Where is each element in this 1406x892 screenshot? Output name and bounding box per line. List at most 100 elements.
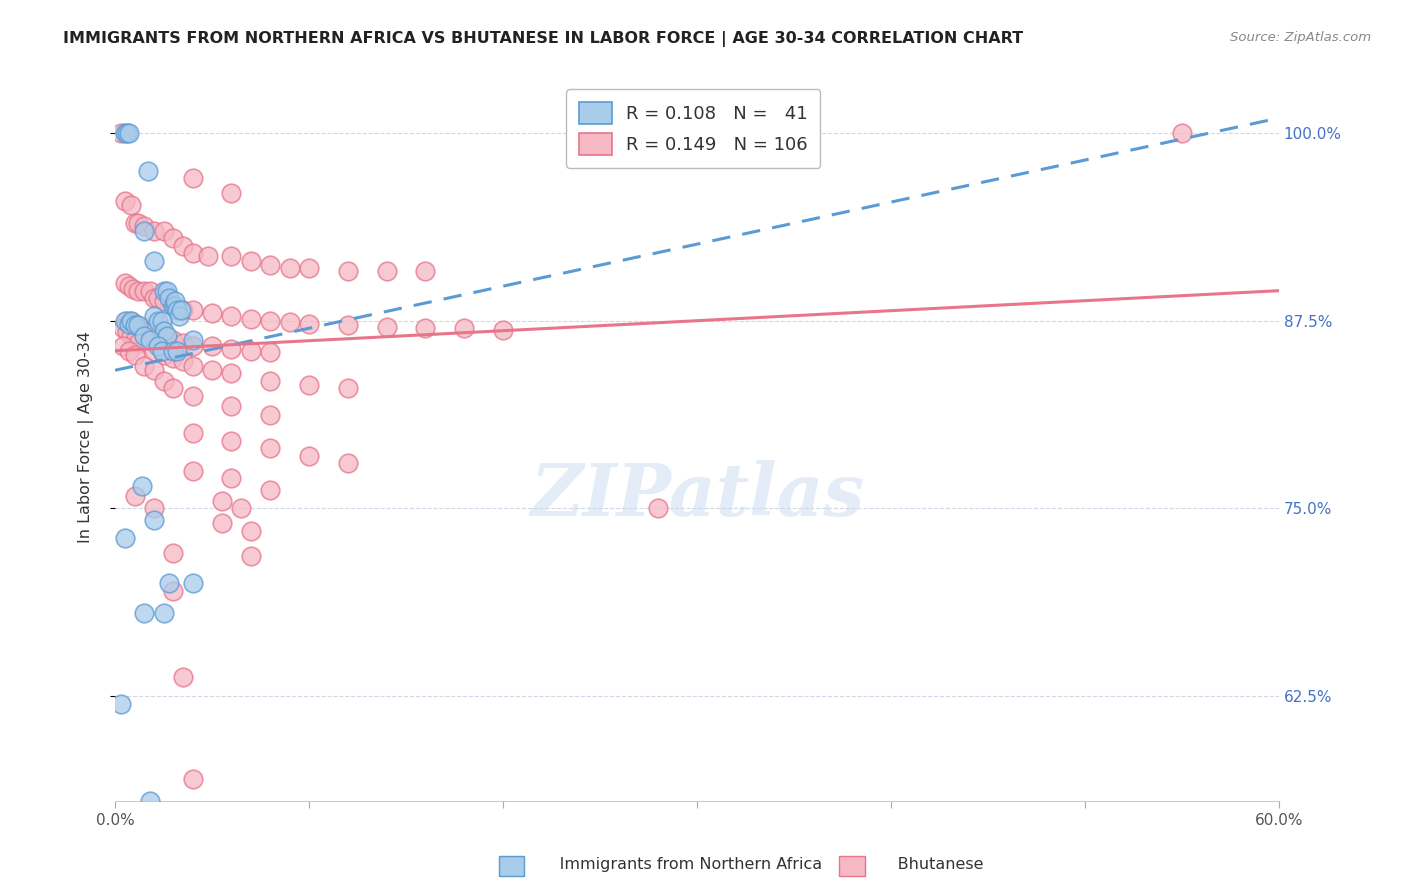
Point xyxy=(201,339,224,353)
Point xyxy=(211,516,233,531)
Point xyxy=(166,303,188,318)
Point xyxy=(156,328,179,343)
Point xyxy=(152,324,174,338)
Point xyxy=(124,348,146,362)
Point xyxy=(152,607,174,621)
Point xyxy=(111,321,134,335)
Point xyxy=(142,309,165,323)
Point xyxy=(239,549,262,564)
Point xyxy=(259,442,281,456)
Point xyxy=(157,576,180,591)
Point xyxy=(142,291,165,305)
Point xyxy=(120,198,142,212)
Point xyxy=(197,249,219,263)
Point xyxy=(278,261,301,276)
Point xyxy=(239,253,262,268)
Point xyxy=(162,351,184,366)
Point xyxy=(162,231,184,245)
Point xyxy=(336,381,359,395)
Point xyxy=(152,348,174,362)
Point xyxy=(221,343,243,357)
Point xyxy=(146,339,169,353)
Point xyxy=(124,317,146,331)
Point xyxy=(127,336,149,351)
Point xyxy=(211,494,233,508)
Point xyxy=(142,363,165,377)
Point xyxy=(221,399,243,413)
Point xyxy=(165,294,187,309)
Point xyxy=(150,314,173,328)
Text: Immigrants from Northern Africa: Immigrants from Northern Africa xyxy=(534,857,823,872)
Point xyxy=(221,186,243,200)
Point xyxy=(150,343,173,358)
Point xyxy=(134,321,156,335)
Point xyxy=(492,323,515,337)
Point xyxy=(259,345,281,359)
Point xyxy=(298,261,321,276)
Point xyxy=(298,449,321,463)
Point xyxy=(115,324,138,338)
Text: Source: ZipAtlas.com: Source: ZipAtlas.com xyxy=(1230,31,1371,45)
Point xyxy=(142,513,165,527)
Point xyxy=(162,381,184,395)
Point xyxy=(221,434,243,448)
Point xyxy=(181,576,204,591)
Point xyxy=(1171,126,1194,140)
Point xyxy=(142,501,165,516)
Point xyxy=(298,378,321,392)
Point xyxy=(239,524,262,538)
Point xyxy=(259,258,281,272)
Point xyxy=(167,309,190,323)
Point xyxy=(415,264,437,278)
Point xyxy=(278,315,301,329)
Point xyxy=(453,321,475,335)
Point xyxy=(114,276,136,290)
Point xyxy=(221,309,243,323)
Point xyxy=(162,546,184,560)
Point xyxy=(181,246,204,260)
Point xyxy=(142,253,165,268)
Point xyxy=(114,314,136,328)
Point xyxy=(127,216,149,230)
Point xyxy=(259,314,281,328)
Point xyxy=(118,317,141,331)
Point xyxy=(201,363,224,377)
Point xyxy=(127,284,149,298)
Point xyxy=(131,479,153,493)
Point xyxy=(259,374,281,388)
Point xyxy=(162,333,184,347)
Point xyxy=(142,224,165,238)
Point xyxy=(181,333,204,347)
Point xyxy=(136,163,159,178)
Point xyxy=(231,501,253,516)
Point xyxy=(114,532,136,546)
Point xyxy=(142,343,165,358)
Point xyxy=(120,314,142,328)
Point xyxy=(162,343,184,358)
Point xyxy=(118,126,141,140)
Point xyxy=(162,299,184,313)
Point xyxy=(172,303,194,318)
Point xyxy=(181,359,204,373)
Point xyxy=(124,318,146,333)
Point xyxy=(152,374,174,388)
Point xyxy=(134,219,156,233)
Point xyxy=(201,306,224,320)
Point xyxy=(118,279,141,293)
Point xyxy=(647,501,669,516)
Point xyxy=(415,321,437,335)
Text: ZIPatlas: ZIPatlas xyxy=(530,459,865,531)
Point xyxy=(181,389,204,403)
Point xyxy=(172,354,194,368)
Point xyxy=(152,328,174,343)
Text: IMMIGRANTS FROM NORTHERN AFRICA VS BHUTANESE IN LABOR FORCE | AGE 30-34 CORRELAT: IMMIGRANTS FROM NORTHERN AFRICA VS BHUTA… xyxy=(63,31,1024,47)
Point xyxy=(170,303,193,318)
Point xyxy=(118,343,141,358)
Point xyxy=(181,426,204,441)
Point xyxy=(336,456,359,470)
Point xyxy=(181,772,204,786)
Point xyxy=(221,471,243,485)
Point xyxy=(181,171,204,186)
Point xyxy=(166,343,188,358)
Point xyxy=(134,328,156,343)
